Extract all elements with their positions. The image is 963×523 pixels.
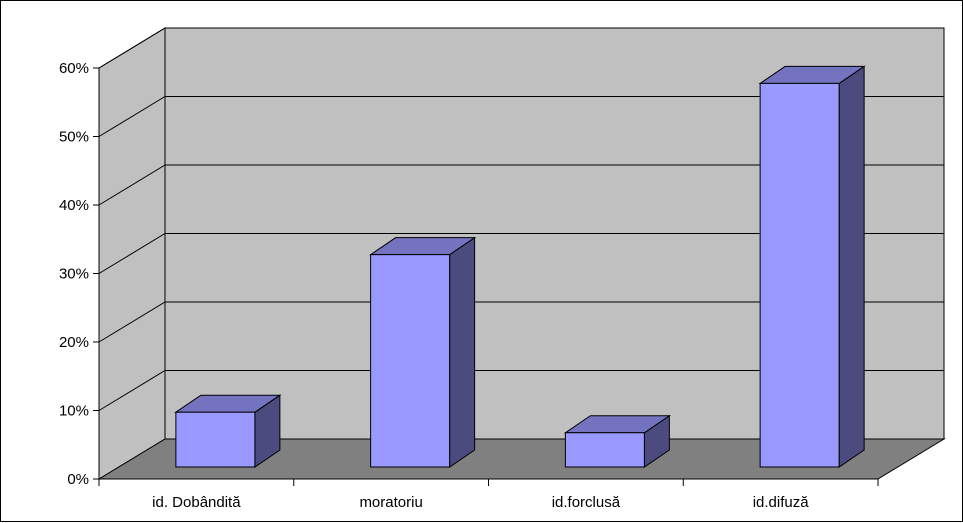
chart-gridlines — [98, 27, 944, 411]
gridline — [98, 301, 944, 343]
chart-bars — [174, 65, 866, 468]
y-tick-label: 10% — [59, 403, 89, 420]
y-tick-label: 0% — [67, 471, 89, 488]
bar — [563, 414, 671, 468]
gridline — [98, 370, 944, 411]
bar-front — [370, 254, 451, 468]
chart-axes: 0% 10% 20% 30% 40% 50% 60% id. Dobândită morator… — [59, 60, 879, 511]
gridline — [98, 96, 944, 137]
x-tick-label: id.difuză — [753, 494, 810, 511]
bar — [758, 65, 866, 468]
bar-side — [449, 236, 476, 468]
y-tick-label: 30% — [59, 266, 89, 283]
bar — [369, 236, 477, 468]
y-tick-label: 60% — [59, 60, 89, 77]
bar-front — [175, 411, 256, 468]
bar-front — [564, 432, 645, 468]
gridline — [98, 27, 944, 69]
x-tick-label: id. Dobândită — [152, 494, 241, 511]
bar — [174, 394, 282, 468]
gridline — [98, 164, 944, 206]
y-tick-label: 40% — [59, 197, 89, 214]
bar-front — [759, 82, 840, 468]
y-tick-label: 50% — [59, 129, 89, 146]
bar-side — [838, 65, 865, 468]
gridline — [98, 233, 944, 274]
x-tick-label: moratoriu — [359, 494, 422, 511]
x-tick-label: id.forclusă — [552, 494, 621, 511]
y-tick-label: 20% — [59, 334, 89, 351]
